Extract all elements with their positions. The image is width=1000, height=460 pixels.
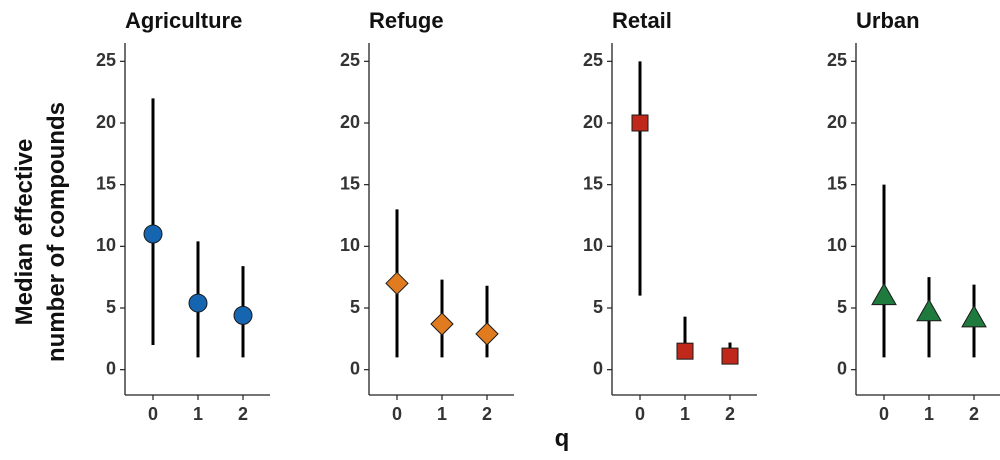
y-tick-label: 10 [583,235,603,255]
panel-title-refuge: Refuge [369,8,444,33]
panel-title-urban: Urban [856,8,920,33]
y-tick-label: 5 [593,297,603,317]
y-tick-label: 0 [106,358,116,378]
x-tick-label: 2 [969,404,979,424]
y-tick-label: 25 [583,50,603,70]
y-tick-label: 20 [96,112,116,132]
y-tick-label: 25 [827,50,847,70]
y-tick-label: 15 [583,173,603,193]
data-point [721,347,739,365]
y-tick-label: 10 [96,235,116,255]
y-tick-label: 0 [350,358,360,378]
x-tick-label: 1 [437,404,447,424]
x-tick-label: 2 [482,404,492,424]
data-point [631,114,649,132]
x-tick-label: 2 [238,404,248,424]
y-tick-label: 10 [340,235,360,255]
data-point [233,305,253,325]
x-tick-label: 1 [924,404,934,424]
y-tick-label: 5 [106,297,116,317]
x-tick-label: 1 [193,404,203,424]
x-tick-label: 0 [635,404,645,424]
y-axis-title-line-2: number of compounds [43,102,70,362]
y-tick-label: 0 [837,358,847,378]
y-tick-label: 5 [350,297,360,317]
panel-title-retail: Retail [612,8,672,33]
x-tick-label: 0 [148,404,158,424]
data-point [676,342,694,360]
y-tick-label: 20 [583,112,603,132]
y-tick-label: 5 [837,297,847,317]
y-tick-label: 20 [340,112,360,132]
data-point [188,293,208,313]
panel-urban: Urban 0 5 10 15 20 25 0 1 2 [827,8,1000,424]
data-point [916,298,942,322]
panel-retail: Retail 0 5 10 15 20 25 0 1 2 [583,8,757,424]
panel-refuge: Refuge 0 5 10 15 20 25 0 1 2 [340,8,514,424]
panel-agriculture: Agriculture 0 5 10 15 20 25 0 1 2 [96,8,270,424]
y-tick-label: 25 [340,50,360,70]
x-tick-label: 0 [392,404,402,424]
y-tick-label: 15 [96,173,116,193]
data-point [143,224,163,244]
data-point [475,322,499,346]
y-axis-title-line-1: Median effective [11,139,38,326]
data-point [961,304,987,328]
x-tick-label: 1 [680,404,690,424]
y-tick-label: 15 [340,173,360,193]
y-tick-label: 20 [827,112,847,132]
x-axis-title: q [555,425,570,452]
x-tick-label: 2 [725,404,735,424]
panel-title-agriculture: Agriculture [125,8,242,33]
y-tick-label: 25 [96,50,116,70]
y-axis-title: Median effective number of compounds [11,102,70,362]
x-tick-label: 0 [879,404,889,424]
y-tick-label: 0 [593,358,603,378]
data-point [430,312,454,336]
data-point [385,271,409,296]
data-point [871,282,897,306]
y-tick-label: 10 [827,235,847,255]
y-tick-label: 15 [827,173,847,193]
